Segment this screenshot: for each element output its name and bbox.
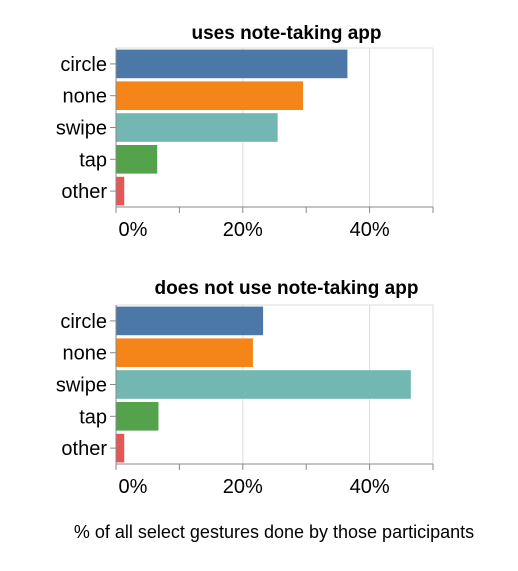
bar-none [116,338,253,368]
category-label: tap [79,406,107,428]
bar-swipe [116,370,411,399]
bar-tap [116,144,158,174]
category-label: other [61,181,107,203]
chart-caption: % of all select gestures done by those p… [74,522,474,542]
bar-none [116,81,304,111]
bar-tap [116,401,159,431]
category-label: swipe [56,118,107,140]
bar-other [116,433,125,463]
category-label: other [61,438,107,460]
chart-title: uses note-taking app [191,23,381,44]
bar-swipe [116,113,278,142]
category-label: circle [60,311,107,333]
x-tick-label: 40% [350,219,390,241]
category-label: tap [79,149,107,171]
category-label: circle [60,54,107,76]
x-tick-label: 0% [119,476,148,498]
bar-circle [116,306,264,336]
x-tick-label: 20% [223,219,263,241]
category-label: swipe [56,375,107,397]
chart-panel-2: does not use note-taking app circle none sw… [56,278,434,498]
x-tick-label: 40% [350,476,390,498]
chart-panel-1: uses note-taking app circle none swipe tap ot… [56,23,434,241]
category-label: none [63,86,108,108]
bar-circle [116,49,348,79]
chart-title: does not use note-taking app [155,278,419,299]
x-tick-label: 0% [119,219,148,241]
category-label: none [63,343,108,365]
x-tick-label: 20% [223,476,263,498]
bar-other [116,176,125,206]
